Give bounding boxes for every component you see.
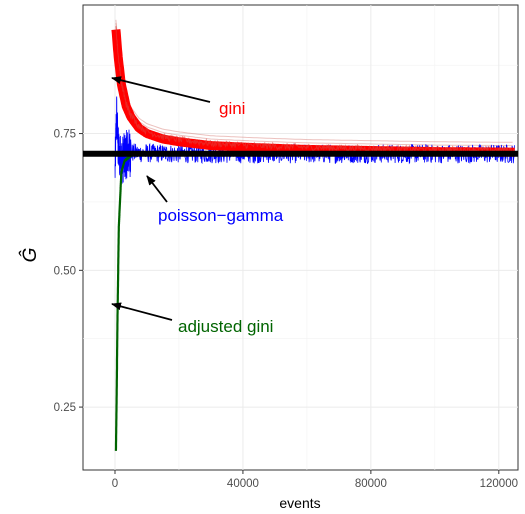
annotation-arrow [146,175,168,203]
series-line-gini-replicate [115,19,513,143]
annotation-label: gini [219,99,245,118]
grid [83,5,518,470]
x-tick-label: 80000 [355,478,387,490]
y-tick-label: 0.25 [54,402,76,414]
annotation-label: poisson−gamma [158,206,284,225]
y-tick-label: 0.50 [54,265,76,277]
annotation-arrow [111,302,173,321]
series-line-adjusted-gini [114,154,132,451]
y-axis-label: Ĝ [19,248,41,263]
annotation-arrow [111,76,211,103]
x-axis-label: events [279,495,320,511]
plot-panel [82,4,519,471]
series-line-gini-replicate [115,23,513,147]
x-tick-label: 0 [112,478,118,490]
x-tick-label: 40000 [227,478,259,490]
annotations: gini poisson−gamma adjusted gini [111,76,284,336]
annotation-label: adjusted gini [178,317,273,336]
y-axis: 0.25 0.50 0.75 [54,129,83,414]
x-axis: 0 40000 80000 120000 [112,470,518,490]
y-tick-label: 0.75 [54,129,76,141]
x-tick-label: 120000 [480,478,518,490]
